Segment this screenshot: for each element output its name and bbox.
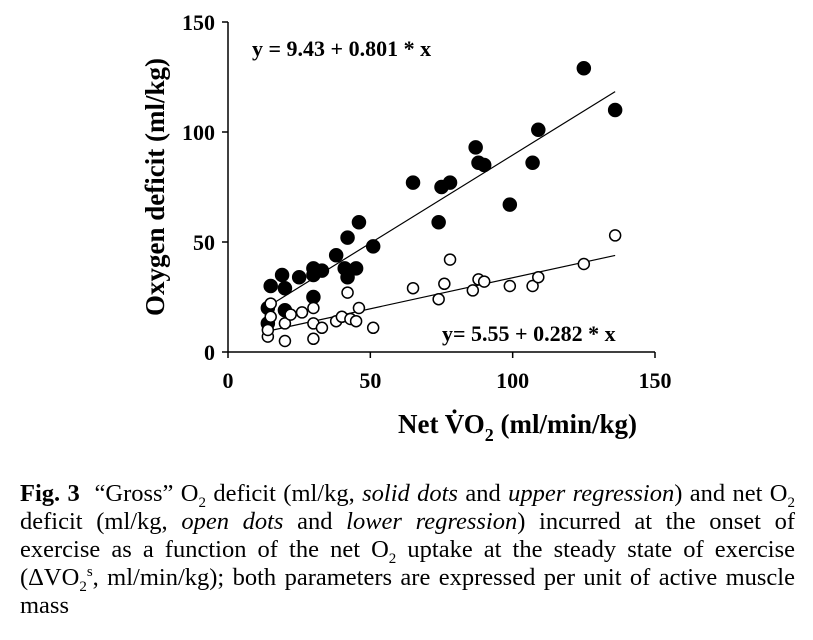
x-axis-title-prefix: Net [398,409,445,439]
solid-dot [607,102,623,118]
open-dot [284,308,297,321]
x-axis-title-symbol: V̇O [445,409,485,439]
caption-subscript-3: 2 [388,550,397,567]
caption-italic-2: upper regression [508,480,675,507]
y-tick-label: 150 [182,10,215,35]
caption-text-7: ) incurred at the onset of exercise as a… [20,508,796,563]
open-dot [443,253,457,266]
open-dot [503,279,517,293]
caption-italic-4: lower regression [346,508,518,535]
solid-dot [525,155,540,171]
solid-dot [365,239,381,254]
open-dot [349,314,363,328]
y-tick-label: 100 [182,120,215,145]
solid-dot [431,214,446,230]
open-dot [264,297,277,310]
equation-upper: y = 9.43 + 0.801 * x [252,36,431,61]
open-dot [264,310,277,324]
open-dot [577,257,591,271]
solid-dot [476,157,492,173]
solid-dot [328,247,344,263]
caption-text-6: and [283,508,347,535]
data-points [260,60,623,348]
caption-figure-label: Fig. 3 [20,480,80,507]
open-dot [438,277,451,291]
open-dot [406,281,420,295]
caption-italic-1: solid dots [362,480,458,507]
open-dot [532,270,545,284]
solid-dot [502,197,518,212]
caption-subscript-4: 2 [79,578,87,595]
caption-text-1: “Gross” O [94,480,199,507]
caption-text-3: and [457,480,509,507]
caption-text-2: deficit (ml/kg, [205,480,363,507]
solid-dot [351,214,367,230]
open-dot [307,332,320,346]
solid-dot [340,230,355,245]
x-axis-title-suffix: (ml/min/kg) [494,409,637,439]
solid-dot [340,269,355,285]
solid-dot [291,269,307,285]
solid-dot [274,267,290,283]
caption-text-9: , ml/min/kg); both parameters are expres… [20,564,795,619]
open-dot [608,229,622,242]
open-dot [526,279,539,293]
x-tick-label: 0 [223,368,234,393]
solid-dot [576,60,592,76]
open-dot [366,321,380,335]
solid-dot [263,278,278,294]
plot-area: 0 50 100 150 0 50 100 150 [182,10,672,393]
caption-subscript-2: 2 [787,494,795,511]
solid-dot [468,140,483,155]
open-dot [278,334,292,348]
caption-text-5: deficit (ml/kg, [20,508,182,535]
open-dot [295,306,309,319]
open-dot [466,284,480,297]
y-tick-label: 0 [204,340,215,365]
caption-italic-3: open dots [181,508,284,535]
solid-dot [306,289,321,305]
y-tick-label: 50 [193,230,215,255]
x-axis-title-subscript: 2 [485,425,494,445]
lower-regression-line [267,254,616,332]
equation-lower: y= 5.55 + 0.282 * x [442,321,616,346]
x-tick-label: 100 [496,368,529,393]
solid-dot [442,175,458,190]
figure-caption: Fig. 3 “Gross” O2 deficit (ml/kg, solid … [20,480,795,620]
caption-text-8: uptake at the steady state of exercise (… [20,536,795,591]
y-axis-title: Oxygen deficit (ml/kg) [140,58,170,316]
open-dot [477,275,491,288]
solid-dot [531,122,546,138]
open-dot [352,301,366,315]
open-dot [261,323,275,337]
solid-dot [405,175,421,190]
solid-dot [348,261,364,276]
solid-dot [314,263,330,278]
x-tick-label: 150 [639,368,672,393]
x-axis-title: Net V̇O2 (ml/min/kg) [398,409,637,445]
open-dot [278,317,292,330]
caption-subscript-1: 2 [198,494,206,511]
axis-ticks: 0 50 100 150 0 50 100 150 [182,10,672,393]
open-dot [307,301,320,315]
caption-superscript-1: s [86,563,93,580]
open-dot [341,286,354,299]
caption-text-4: ) and net O [674,480,788,507]
open-dot [315,321,329,335]
x-tick-label: 50 [359,368,381,393]
open-dot [432,292,445,306]
solid-dot [277,280,293,296]
